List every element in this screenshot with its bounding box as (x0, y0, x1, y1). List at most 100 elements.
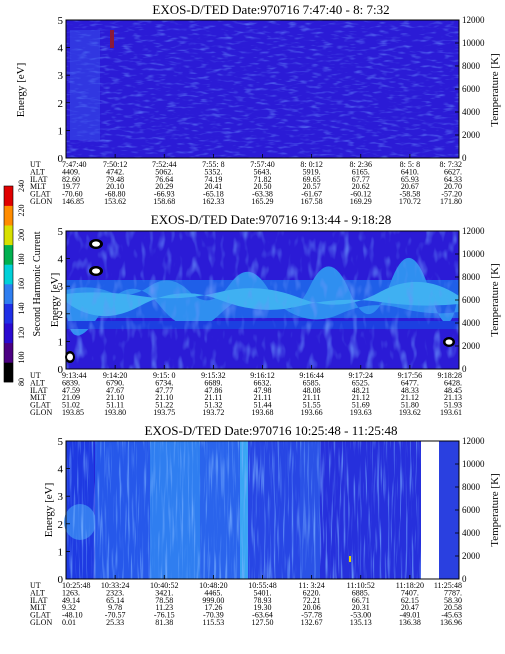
ephemeris-value: 169.29 (350, 197, 372, 206)
ytick-label: 4 (58, 464, 64, 476)
ephemeris-value: 3421. (155, 588, 173, 597)
y2tick-label: 8000 (462, 272, 481, 282)
ephemeris-value: 49.14 (62, 596, 80, 605)
ephemeris-value: 5643. (254, 167, 272, 176)
colorbar-tick-label: 220 (17, 205, 26, 217)
ephemeris-value: 11: 3:24 (299, 581, 325, 590)
y2tick-label: 8000 (462, 61, 481, 71)
ephemeris-value: 76.64 (155, 175, 173, 184)
ephemeris-value: 20.50 (254, 182, 272, 191)
ytick-label: 4 (58, 254, 64, 266)
ephemeris-value: -48.10 (62, 611, 83, 620)
ephemeris-value: 2323. (106, 588, 124, 597)
panel-1-y2label: Temperature [K] (489, 53, 501, 126)
panel-2-y2ticks: 0 2000 4000 6000 8000 10000 12000 (455, 226, 485, 374)
ephemeris-value: 7:50:12 (103, 160, 127, 169)
ephemeris-row-label: MLT (30, 603, 46, 612)
panel-1-texture (66, 20, 459, 158)
ephemeris-value: 10:25:48 (62, 581, 90, 590)
colorbar-frame (3, 185, 14, 383)
ephemeris-row-label: UT (30, 160, 41, 169)
panel-1-y2ticks: 0 2000 4000 6000 8000 10000 12000 (455, 15, 485, 163)
ephemeris-value: 153.62 (104, 197, 126, 206)
ephemeris-value: 6734. (155, 378, 173, 387)
ephemeris-value: 6410. (401, 167, 419, 176)
ephemeris-value: 7:55: 8 (202, 160, 224, 169)
ephemeris-value: 21.10 (106, 393, 124, 402)
ephemeris-row-label: GLON (30, 408, 52, 417)
panel-3-y2ticks: 0 2000 4000 6000 8000 10000 12000 (455, 436, 485, 584)
ytick-label: 1 (58, 546, 64, 558)
ephemeris-row-label: ILAT (30, 175, 47, 184)
ephemeris-value: -63.38 (252, 190, 273, 199)
ephemeris-value: 8: 7:32 (440, 160, 462, 169)
ephemeris-value: 78.58 (155, 596, 173, 605)
ephemeris-value: 6525. (352, 378, 370, 387)
ephemeris-value: 5352. (204, 167, 222, 176)
ephemeris-value: 127.50 (252, 618, 274, 627)
ephemeris-value: 51.44 (254, 401, 272, 410)
ephemeris-row-label: GLON (30, 197, 52, 206)
panel-3-y2label: Temperature [K] (489, 473, 501, 546)
ephemeris-value: 11:18:20 (396, 581, 424, 590)
ephemeris-value: 162.33 (202, 197, 224, 206)
ephemeris-value: 20.06 (303, 603, 321, 612)
ephemeris-row-label: ALT (30, 378, 45, 387)
ephemeris-value: 81.38 (155, 618, 173, 627)
ephemeris-value: -66.93 (154, 190, 175, 199)
y2tick-label: 2000 (462, 341, 481, 351)
ephemeris-value: 6165. (352, 167, 370, 176)
ephemeris-value: 64.33 (444, 175, 462, 184)
ephemeris-value: 51.11 (106, 401, 124, 410)
ephemeris-value: 9:18:28 (438, 371, 462, 380)
y2tick-label: 6000 (462, 505, 481, 515)
panel-1-plot (65, 19, 460, 159)
ephemeris-value: 47.59 (62, 386, 80, 395)
ephemeris-value: 71.82 (254, 175, 272, 184)
ephemeris-value: 193.85 (62, 408, 84, 417)
ephemeris-value: 193.75 (153, 408, 175, 417)
ephemeris-value: 47.98 (254, 386, 272, 395)
ephemeris-value: 21.09 (62, 393, 80, 402)
ephemeris-value: 21.11 (205, 393, 223, 402)
ephemeris-value: -61.67 (301, 190, 322, 199)
y2tick-label: 12000 (462, 436, 485, 446)
ephemeris-value: 47.77 (155, 386, 173, 395)
ephemeris-value: 58.30 (444, 596, 462, 605)
ephemeris-value: 48.33 (401, 386, 419, 395)
ephemeris-value: 47.67 (106, 386, 124, 395)
ephemeris-value: 6585. (303, 378, 321, 387)
ytick-label: 1 (58, 125, 64, 137)
panel-2-plot (65, 230, 460, 370)
ephemeris-value: 6477. (401, 378, 419, 387)
ephemeris-value: -63.64 (252, 611, 273, 620)
ephemeris-value: -65.18 (203, 190, 224, 199)
ephemeris-value: 51.55 (303, 401, 321, 410)
ephemeris-row-label: UT (30, 581, 41, 590)
panel-1-spot (110, 30, 114, 48)
ephemeris-value: 8: 2:36 (350, 160, 372, 169)
panel-3-data-gap (421, 441, 439, 579)
y2tick-label: 12000 (462, 226, 485, 236)
ephemeris-value: 20.47 (401, 603, 419, 612)
ephemeris-value: -68.80 (105, 190, 126, 199)
ephemeris-value: 9.32 (62, 603, 76, 612)
ephemeris-value: -70.57 (105, 611, 126, 620)
panel-1-yticks: 0 1 2 3 4 5 (58, 15, 70, 165)
ephemeris-value: 158.68 (153, 197, 175, 206)
ephemeris-value: 51.32 (204, 401, 222, 410)
ephemeris-value: 79.48 (106, 175, 124, 184)
ephemeris-value: 9.78 (108, 603, 122, 612)
panel-1-title: EXOS-D/TED Date:970716 7:47:40 - 8: 7:32 (152, 2, 389, 17)
ephemeris-value: 20.57 (303, 182, 321, 191)
y2tick-label: 10000 (462, 38, 485, 48)
ephemeris-value: 7787. (444, 588, 462, 597)
ephemeris-value: 132.67 (301, 618, 323, 627)
ephemeris-value: 115.53 (203, 618, 225, 627)
panel-3: EXOS-D/TED Date:970716 10:25:48 - 11:25:… (30, 423, 501, 627)
colorbar-swatch (4, 205, 13, 226)
ephemeris-value: 20.31 (352, 603, 370, 612)
ephemeris-row-label: MLT (30, 182, 46, 191)
panel-3-plot (64, 440, 460, 580)
